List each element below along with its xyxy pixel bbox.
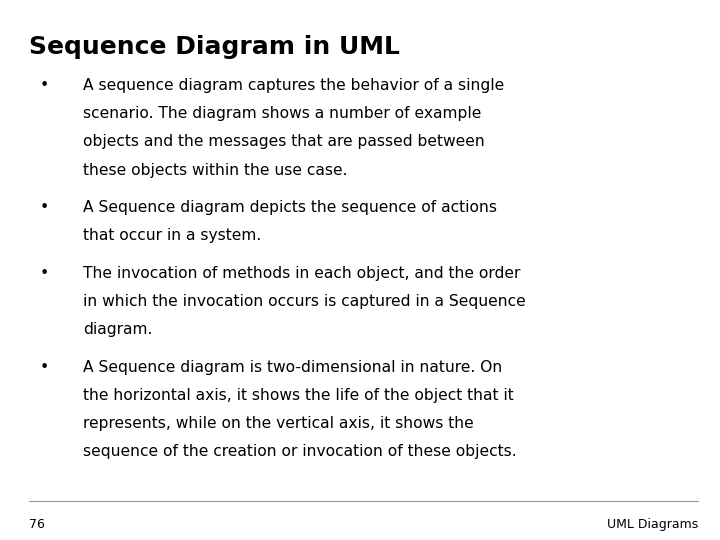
Text: A Sequence diagram is two-dimensional in nature. On: A Sequence diagram is two-dimensional in… bbox=[83, 360, 502, 375]
Text: sequence of the creation or invocation of these objects.: sequence of the creation or invocation o… bbox=[83, 444, 516, 460]
Text: A Sequence diagram depicts the sequence of actions: A Sequence diagram depicts the sequence … bbox=[83, 200, 497, 215]
Text: •: • bbox=[40, 78, 49, 93]
Text: A sequence diagram captures the behavior of a single: A sequence diagram captures the behavior… bbox=[83, 78, 504, 93]
Text: the horizontal axis, it shows the life of the object that it: the horizontal axis, it shows the life o… bbox=[83, 388, 513, 403]
Text: represents, while on the vertical axis, it shows the: represents, while on the vertical axis, … bbox=[83, 416, 474, 431]
Text: objects and the messages that are passed between: objects and the messages that are passed… bbox=[83, 134, 485, 150]
Text: that occur in a system.: that occur in a system. bbox=[83, 228, 261, 244]
Text: diagram.: diagram. bbox=[83, 322, 152, 338]
Text: •: • bbox=[40, 266, 49, 281]
Text: •: • bbox=[40, 200, 49, 215]
Text: these objects within the use case.: these objects within the use case. bbox=[83, 163, 347, 178]
Text: scenario. The diagram shows a number of example: scenario. The diagram shows a number of … bbox=[83, 106, 481, 122]
Text: UML Diagrams: UML Diagrams bbox=[607, 518, 698, 531]
Text: in which the invocation occurs is captured in a Sequence: in which the invocation occurs is captur… bbox=[83, 294, 526, 309]
Text: 76: 76 bbox=[29, 518, 45, 531]
Text: Sequence Diagram in UML: Sequence Diagram in UML bbox=[29, 35, 400, 59]
Text: •: • bbox=[40, 360, 49, 375]
Text: The invocation of methods in each object, and the order: The invocation of methods in each object… bbox=[83, 266, 520, 281]
